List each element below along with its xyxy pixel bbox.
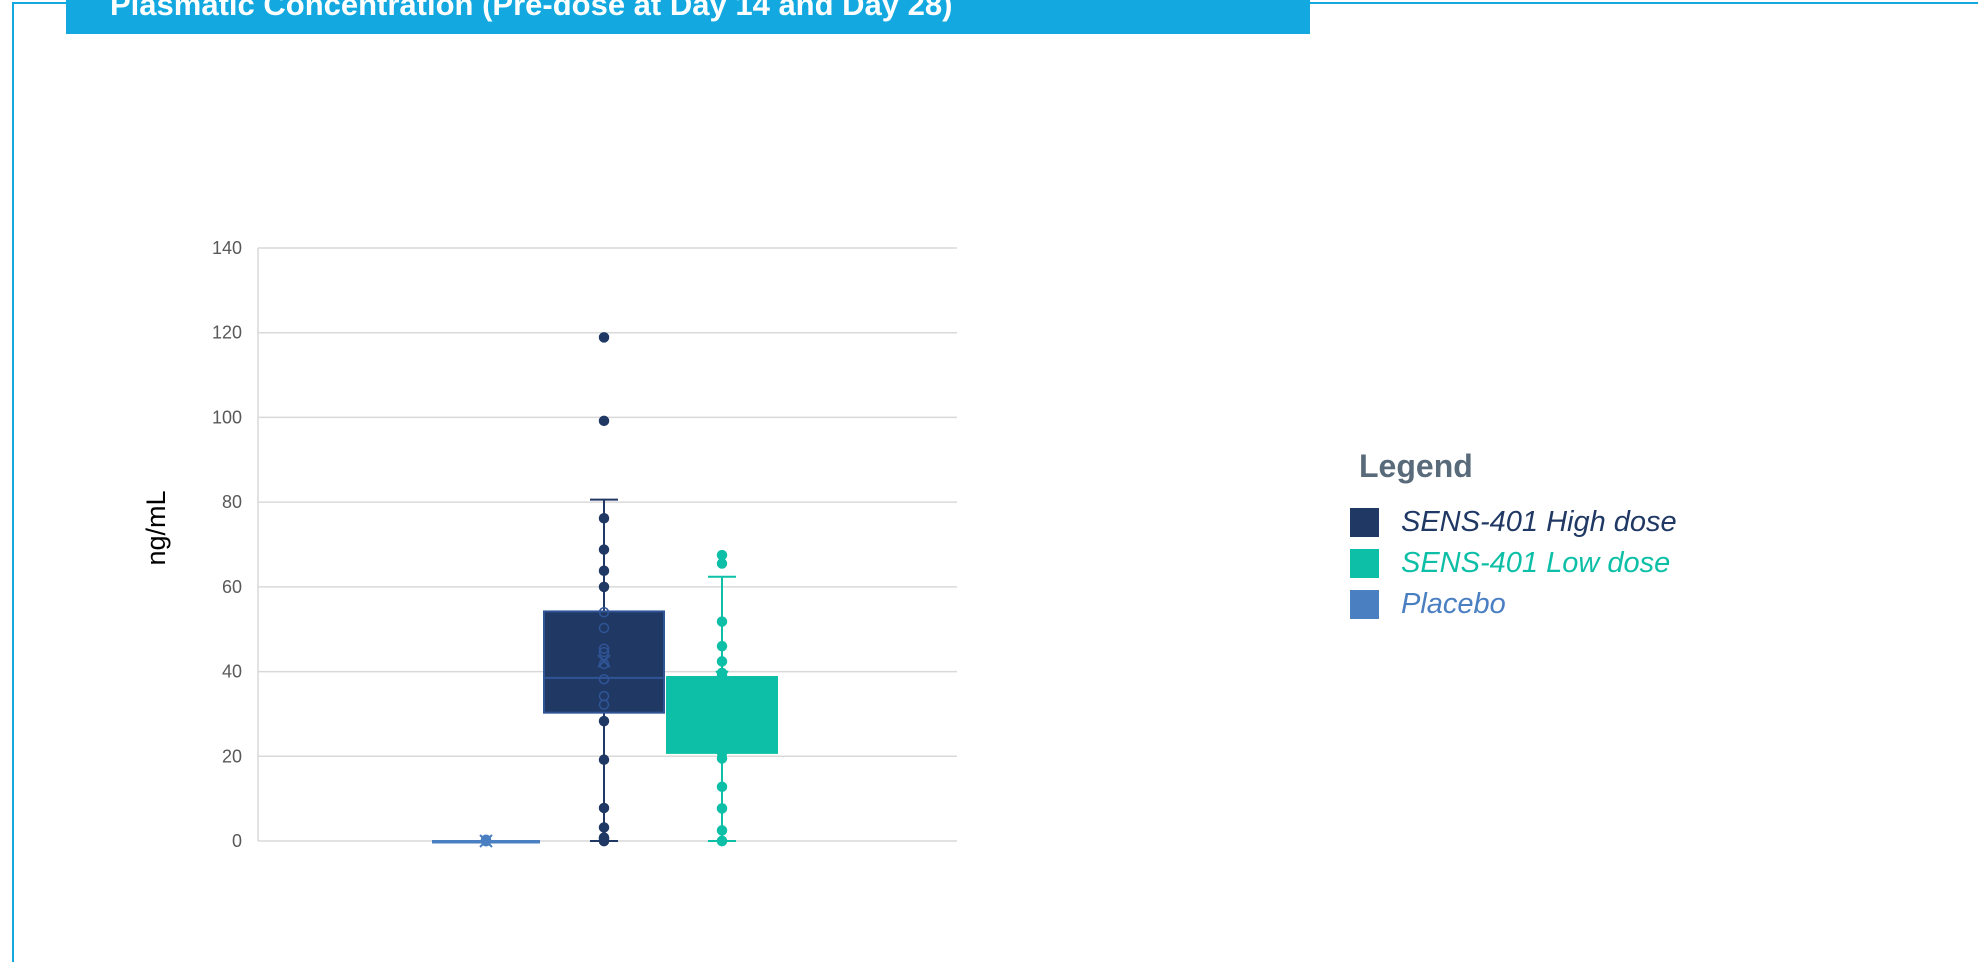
sens-401-high-dose-point-12 bbox=[598, 646, 610, 658]
sens-401-low-dose-point-12 bbox=[716, 558, 728, 569]
sens-401-high-dose-point-18 bbox=[598, 544, 610, 555]
sens-401-high-dose-point-9 bbox=[598, 690, 610, 702]
legend-item-low-dose: SENS-401 Low dose bbox=[1350, 543, 1677, 584]
sens-401-low-dose-point-1 bbox=[716, 835, 728, 847]
sens-401-high-dose-point-6 bbox=[598, 754, 610, 765]
sens-401-high-dose-mean-marker bbox=[597, 654, 611, 668]
legend-label-high-dose: SENS-401 High dose bbox=[1401, 506, 1677, 538]
sens-401-low-dose-point-2 bbox=[716, 825, 728, 836]
sens-401-high-dose-point-20 bbox=[598, 415, 610, 427]
legend-label-placebo: Placebo bbox=[1401, 588, 1506, 620]
sens-401-high-dose-point-13 bbox=[598, 643, 610, 654]
sens-401-low-dose-point-6 bbox=[716, 747, 728, 759]
sens-401-high-dose-point-4 bbox=[598, 822, 610, 833]
y-tick-label-140: 140 bbox=[212, 238, 242, 258]
legend-swatch-placebo bbox=[1350, 590, 1379, 619]
legend-title: Legend bbox=[1359, 448, 1473, 484]
sens-401-high-dose-point-15 bbox=[598, 607, 610, 618]
y-tick-label-0: 0 bbox=[232, 831, 242, 851]
sens-401-low-dose-mean-marker bbox=[715, 670, 729, 684]
sens-401-low-dose-point-4 bbox=[716, 781, 728, 793]
legend-item-placebo: Placebo bbox=[1350, 584, 1677, 625]
legend: Legend SENS-401 High dose SENS-401 Low d… bbox=[1350, 448, 1677, 625]
sens-401-high-dose-point-3 bbox=[598, 832, 610, 843]
sens-401-high-dose-box bbox=[543, 610, 665, 714]
sens-401-high-dose-point-21 bbox=[598, 332, 610, 343]
y-tick-label-80: 80 bbox=[222, 492, 242, 512]
sens-401-high-dose-point-10 bbox=[598, 673, 610, 685]
y-axis-label: ng/mL bbox=[141, 490, 171, 565]
sens-401-high-dose-point-17 bbox=[598, 565, 610, 577]
sens-401-high-dose-point-7 bbox=[598, 715, 610, 727]
placebo-mean-marker bbox=[479, 834, 493, 848]
sens-401-low-dose-point-10 bbox=[716, 640, 728, 652]
slide-title: Plasmatic Concentration (Pre-dose at Day… bbox=[110, 0, 953, 22]
sens-401-high-dose-point-5 bbox=[598, 802, 610, 814]
y-tick-label-40: 40 bbox=[222, 662, 242, 682]
sens-401-high-dose-point-16 bbox=[598, 581, 610, 593]
legend-item-high-dose: SENS-401 High dose bbox=[1350, 502, 1677, 543]
legend-swatch-high-dose bbox=[1350, 508, 1379, 537]
y-tick-label-100: 100 bbox=[212, 407, 242, 427]
slide-header: Plasmatic Concentration (Pre-dose at Day… bbox=[66, 0, 1310, 34]
sens-401-low-dose-point-13 bbox=[716, 549, 728, 561]
y-tick-label-60: 60 bbox=[222, 577, 242, 597]
sens-401-high-dose-point-11 bbox=[598, 658, 610, 670]
sens-401-low-dose-box bbox=[666, 676, 778, 754]
sens-401-low-dose-point-11 bbox=[716, 616, 728, 627]
legend-swatch-low-dose bbox=[1350, 549, 1379, 578]
y-tick-label-20: 20 bbox=[222, 746, 242, 766]
legend-label-low-dose: SENS-401 Low dose bbox=[1401, 547, 1671, 579]
y-tick-label-120: 120 bbox=[212, 323, 242, 343]
sens-401-low-dose-point-3 bbox=[716, 803, 728, 814]
sens-401-low-dose-point-9 bbox=[716, 656, 728, 667]
boxplot-chart: 0 20 40 60 80 100 120 140 ng/mL bbox=[141, 238, 957, 851]
sens-401-high-dose-point-19 bbox=[598, 512, 610, 524]
sens-401-high-dose-point-14 bbox=[598, 622, 610, 634]
